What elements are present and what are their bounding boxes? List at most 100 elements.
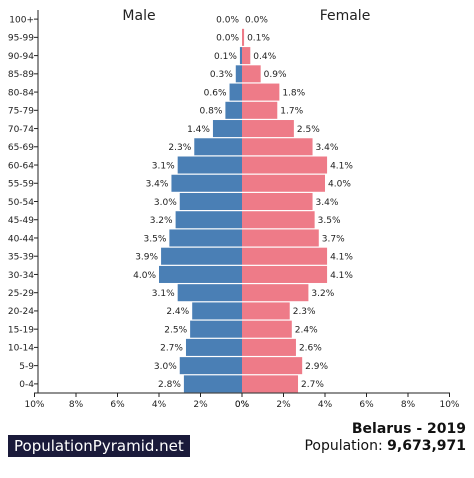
data-label-male: 0.0% (216, 15, 239, 25)
data-label-female: 2.7% (301, 380, 324, 390)
data-label-female: 2.5% (297, 125, 320, 135)
bar-male (239, 47, 242, 65)
bar-female (242, 265, 328, 283)
data-label-female: 2.9% (305, 362, 328, 372)
age-label: 80-84 (8, 88, 34, 98)
bar-female (242, 101, 278, 119)
data-label-female: 4.0% (328, 180, 351, 190)
bar-female (242, 47, 251, 65)
data-label-female: 3.4% (316, 198, 339, 208)
data-label-male: 3.9% (135, 253, 158, 263)
data-label-male: 0.3% (210, 70, 233, 80)
bar-female (242, 284, 309, 302)
bar-female (242, 120, 294, 138)
bar-male (177, 156, 242, 174)
bar-female (242, 229, 319, 247)
age-label: 10-14 (8, 344, 34, 354)
age-label: 65-69 (8, 143, 34, 153)
data-label-male: 3.4% (146, 180, 169, 190)
data-label-female: 1.7% (280, 107, 303, 117)
data-label-female: 3.7% (322, 234, 345, 244)
bar-male (169, 229, 242, 247)
age-label: 55-59 (8, 180, 34, 190)
legend-female: Female (320, 8, 371, 24)
data-label-female: 4.1% (330, 161, 353, 171)
x-tick-label-left: 4% (152, 400, 167, 410)
bar-female (242, 65, 261, 83)
data-label-female: 0.4% (253, 52, 276, 62)
data-label-female: 2.6% (299, 344, 322, 354)
bar-male (175, 211, 242, 229)
brand-badge[interactable]: PopulationPyramid.net (8, 435, 190, 457)
data-label-male: 2.3% (168, 143, 191, 153)
bar-male (179, 192, 242, 211)
bar-female (242, 138, 313, 156)
bar-female (242, 192, 313, 211)
data-label-female: 3.5% (318, 216, 341, 226)
data-label-female: 4.1% (330, 271, 353, 281)
data-label-male: 0.6% (204, 88, 227, 98)
data-label-male: 2.4% (166, 307, 189, 317)
bar-female (242, 28, 245, 46)
age-label: 30-34 (8, 271, 34, 281)
population-pyramid-chart: Male Female 0.0% 0.0% 100+ 0.0% 0.1% 95-99 0.1% 0… (8, 8, 460, 410)
age-label: 15-19 (8, 325, 34, 335)
bar-male (161, 247, 242, 265)
data-label-male: 3.2% (150, 216, 173, 226)
age-label: 50-54 (8, 198, 34, 208)
age-label: 35-39 (8, 253, 34, 263)
x-tick-label-right: 8% (401, 400, 416, 410)
bar-male (185, 338, 242, 356)
bar-male (179, 357, 242, 375)
data-label-male: 3.1% (152, 289, 175, 299)
bar-female (242, 156, 328, 174)
data-label-male: 2.8% (158, 380, 181, 390)
x-tick-label-left: 8% (69, 400, 84, 410)
age-label: 100+ (9, 15, 34, 25)
bar-female (242, 338, 296, 356)
age-label: 20-24 (8, 307, 34, 317)
bar-male (225, 101, 242, 119)
x-tick-label-right: 0% (235, 400, 250, 410)
bar-female (242, 320, 292, 338)
data-label-female: 0.0% (245, 15, 268, 25)
bar-male (177, 284, 242, 302)
x-tick-label-left: 0% (235, 400, 250, 410)
age-label: 95-99 (8, 34, 34, 44)
age-label: 5-9 (19, 362, 34, 372)
bar-female (242, 375, 299, 393)
data-label-male: 3.0% (154, 362, 177, 372)
age-label: 85-89 (8, 70, 34, 80)
data-label-male: 1.4% (187, 125, 210, 135)
x-tick-label-left: 10% (24, 400, 44, 410)
age-label: 75-79 (8, 107, 34, 117)
bar-female (242, 302, 290, 320)
data-label-male: 0.1% (214, 52, 237, 62)
age-label: 0-4 (19, 380, 34, 390)
data-label-male: 3.5% (144, 234, 167, 244)
bar-male (192, 302, 242, 320)
data-label-female: 0.9% (264, 70, 287, 80)
bar-female (242, 357, 303, 375)
x-tick-label-right: 2% (276, 400, 291, 410)
bar-male (229, 83, 242, 101)
data-label-male: 0.0% (216, 34, 239, 44)
x-tick-label-right: 10% (439, 400, 459, 410)
data-label-female: 2.3% (293, 307, 316, 317)
bar-female (242, 211, 315, 229)
age-label: 25-29 (8, 289, 34, 299)
age-label: 70-74 (8, 125, 34, 135)
bar-female (242, 174, 325, 192)
x-tick-label-left: 2% (193, 400, 208, 410)
bar-male (235, 65, 242, 83)
data-label-female: 3.4% (316, 143, 339, 153)
population-line: Population: 9,673,971 (304, 438, 466, 454)
population-value: 9,673,971 (387, 438, 466, 454)
data-label-female: 1.8% (282, 88, 305, 98)
data-label-male: 3.0% (154, 198, 177, 208)
bar-male (159, 265, 242, 283)
x-tick-label-right: 6% (359, 400, 374, 410)
x-tick-label-right: 4% (318, 400, 333, 410)
age-label: 90-94 (8, 52, 34, 62)
population-label: Population: (304, 438, 383, 454)
